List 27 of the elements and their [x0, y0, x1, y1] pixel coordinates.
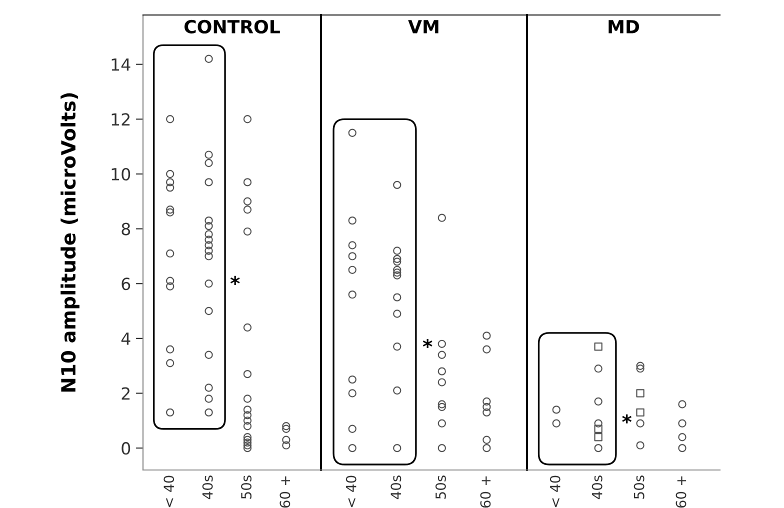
annotation: * — [622, 414, 632, 424]
x-tick-label: 60 + — [480, 476, 491, 508]
chart-title: VM — [408, 20, 438, 34]
y-tick-label: 14 — [112, 58, 130, 71]
x-tick-label: 50s — [634, 476, 644, 499]
y-tick-label: 10 — [112, 168, 130, 181]
x-tick-label: 40s — [202, 476, 213, 500]
x-tick-label: 60 + — [280, 476, 290, 508]
x-tick-label: < 40 — [550, 476, 560, 508]
y-tick-label: 4 — [121, 332, 130, 345]
y-tick-label: 2 — [122, 387, 130, 400]
x-tick-label: 60 + — [676, 476, 686, 508]
y-tick-label: 6 — [122, 278, 130, 290]
annotation: * — [230, 276, 240, 285]
x-tick-label: < 40 — [346, 476, 356, 508]
annotation: * — [422, 338, 432, 348]
chart-title: CONTROL — [184, 20, 280, 34]
x-tick-label: 50s — [435, 476, 446, 499]
y-tick-label: 12 — [112, 113, 130, 126]
y-tick-label: 8 — [122, 222, 130, 236]
x-tick-label: 50s — [241, 476, 252, 499]
x-tick-label: < 40 — [164, 476, 174, 508]
chart-title: MD — [608, 20, 640, 34]
y-tick-label: 0 — [122, 442, 130, 455]
y-axis-title: N10 amplitude (microVolts) — [60, 93, 80, 392]
x-tick-label: 40s — [390, 476, 402, 500]
x-tick-label: 40s — [592, 476, 602, 500]
